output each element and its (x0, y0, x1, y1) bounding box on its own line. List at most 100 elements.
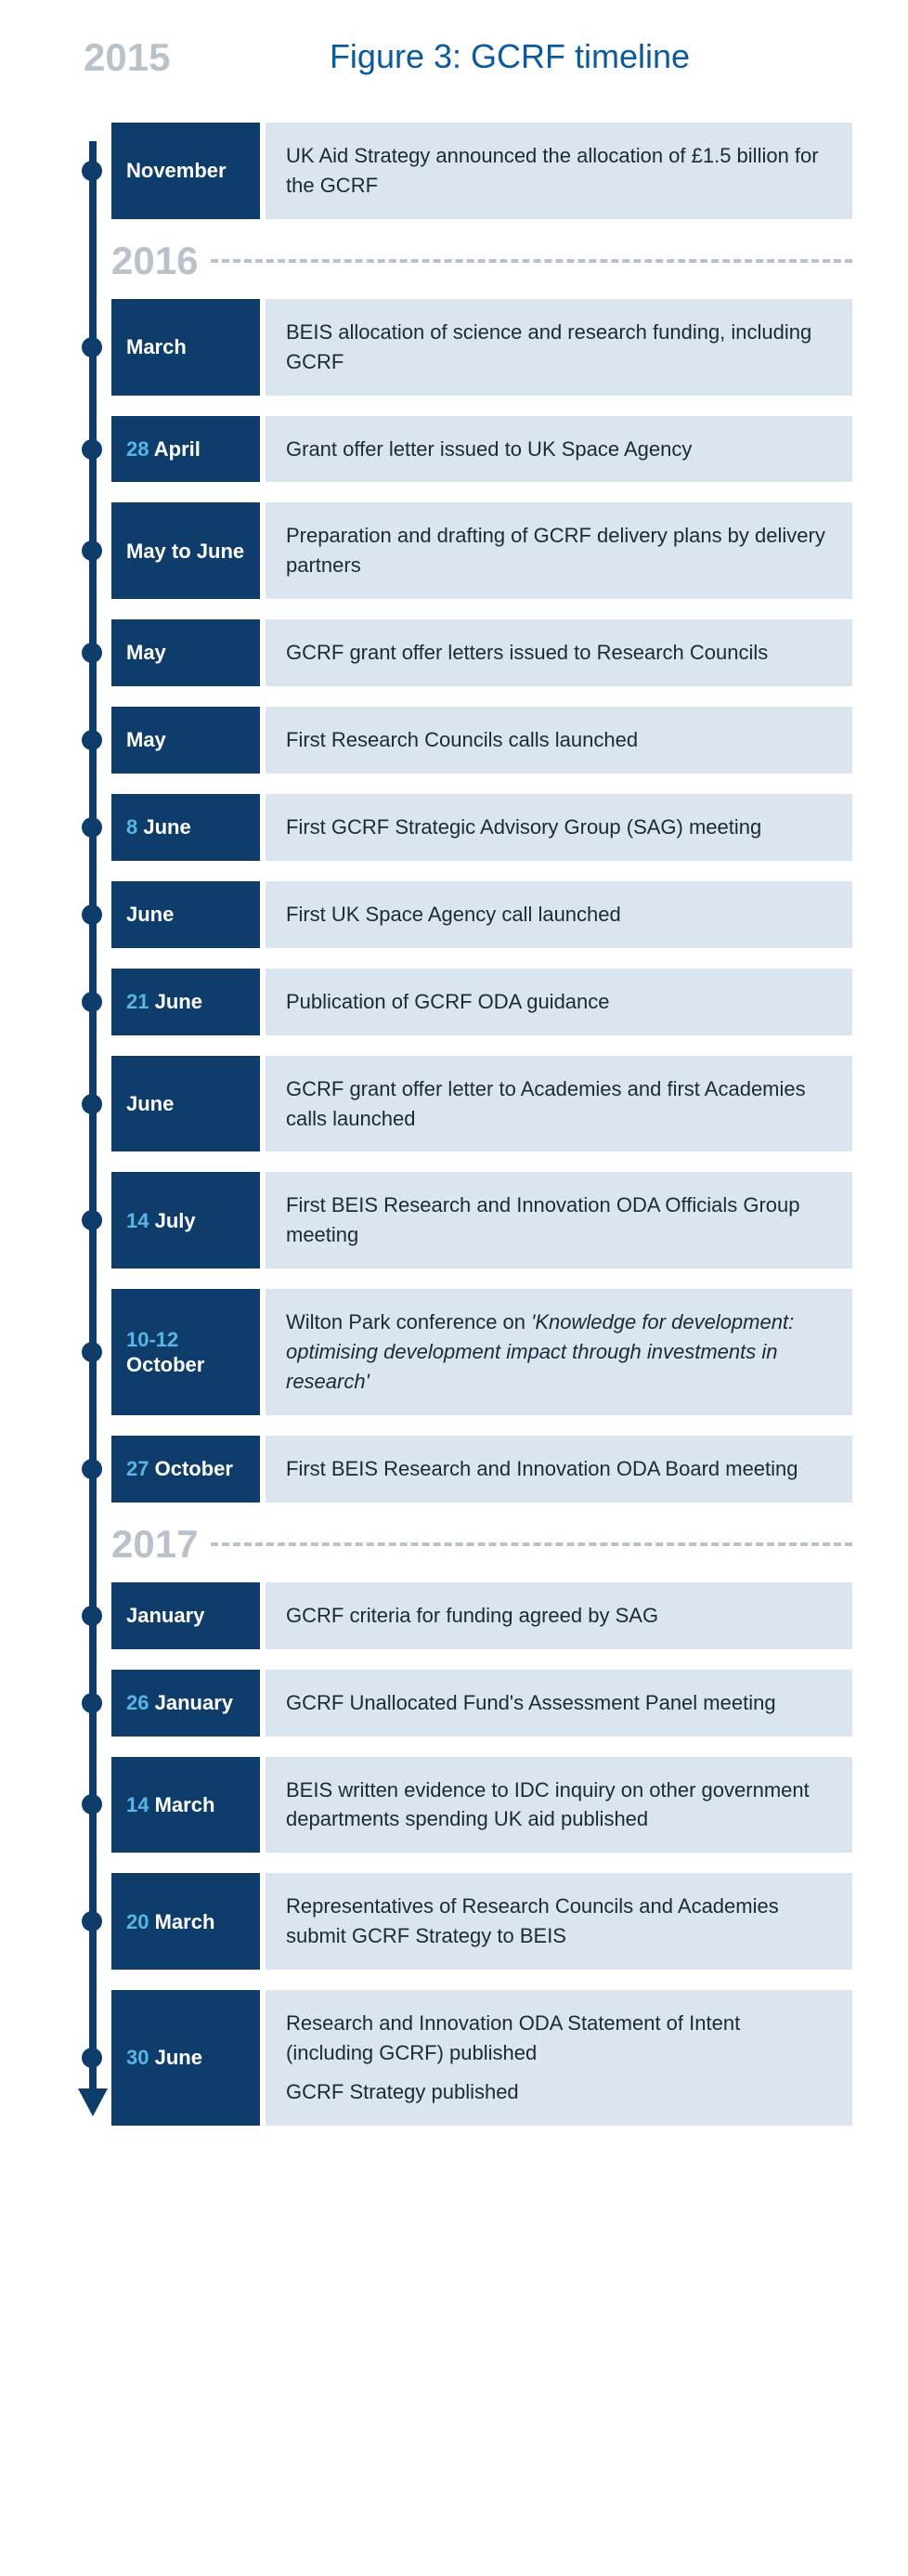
timeline-entry: 8 June First GCRF Strategic Advisory Gro… (74, 794, 852, 861)
desc-box: First UK Space Agency call launched (266, 881, 852, 948)
entry-desc: First BEIS Research and Innovation ODA B… (286, 1454, 832, 1484)
month-box: January (111, 1582, 260, 1649)
desc-box: Representatives of Research Councils and… (266, 1873, 852, 1970)
timeline-dot-icon (82, 1459, 102, 1479)
entry-desc: Wilton Park conference on 'Knowledge for… (286, 1308, 832, 1397)
entry-month: October (126, 1353, 204, 1376)
timeline-entry: November UK Aid Strategy announced the a… (74, 123, 852, 219)
timeline-entry: 26 January GCRF Unallocated Fund's Asses… (74, 1670, 852, 1737)
entry-month: January (126, 1604, 204, 1627)
entry-day: 10-12 (126, 1328, 178, 1351)
desc-box: First BEIS Research and Innovation ODA O… (266, 1172, 852, 1268)
entry-month: March (155, 1793, 215, 1816)
entry-day: 30 (126, 2046, 149, 2069)
timeline-entry: May First Research Councils calls launch… (74, 707, 852, 774)
entry-desc: Representatives of Research Councils and… (286, 1892, 832, 1951)
entry-month: May (126, 641, 166, 664)
timeline-entry: March BEIS allocation of science and res… (74, 299, 852, 396)
entry-desc: First UK Space Agency call launched (286, 900, 832, 930)
divider-dash-icon (211, 259, 852, 263)
entry-desc: Research and Innovation ODA Statement of… (286, 2009, 832, 2068)
entry-desc: GCRF grant offer letter to Academies and… (286, 1074, 832, 1134)
month-box: 28 April (111, 416, 260, 483)
entry-month: April (154, 437, 201, 461)
year-label: 2016 (111, 239, 211, 283)
year-label: 2017 (111, 1522, 211, 1567)
entry-day: 14 (126, 1793, 149, 1816)
month-box: November (111, 123, 260, 219)
entry-day: 27 (126, 1457, 149, 1480)
desc-box: Wilton Park conference on 'Knowledge for… (266, 1289, 852, 1415)
month-box: 14 July (111, 1172, 260, 1268)
entry-day: 8 (126, 815, 137, 839)
timeline-dot-icon (82, 2048, 102, 2068)
timeline-dot-icon (82, 1606, 102, 1626)
timeline-entry: 21 June Publication of GCRF ODA guidance (74, 969, 852, 1035)
timeline-entry: 10-12 October Wilton Park conference on … (74, 1289, 852, 1415)
timeline-entry: 28 April Grant offer letter issued to UK… (74, 416, 852, 483)
entry-desc: GCRF criteria for funding agreed by SAG (286, 1601, 832, 1631)
month-box: 30 June (111, 1990, 260, 2126)
timeline-dot-icon (82, 992, 102, 1012)
timeline-dot-icon (82, 817, 102, 838)
timeline-dot-icon (82, 1094, 102, 1114)
entry-month: March (155, 1910, 215, 1933)
timeline-entry: June First UK Space Agency call launched (74, 881, 852, 948)
timeline-dot-icon (82, 1794, 102, 1815)
entry-month: June (126, 903, 174, 926)
entry-month: October (155, 1457, 233, 1480)
timeline-entry: January GCRF criteria for funding agreed… (74, 1582, 852, 1649)
entry-desc: GCRF grant offer letters issued to Resea… (286, 638, 832, 668)
desc-box: Preparation and drafting of GCRF deliver… (266, 502, 852, 599)
timeline-dot-icon (82, 540, 102, 561)
entry-desc: First Research Councils calls launched (286, 725, 832, 755)
timeline-dot-icon (82, 730, 102, 750)
desc-box: GCRF Unallocated Fund's Assessment Panel… (266, 1670, 852, 1737)
month-box: 14 March (111, 1757, 260, 1854)
desc-box: Grant offer letter issued to UK Space Ag… (266, 416, 852, 483)
entry-desc: Grant offer letter issued to UK Space Ag… (286, 435, 832, 464)
desc-box: First Research Councils calls launched (266, 707, 852, 774)
timeline-entry: 27 October First BEIS Research and Innov… (74, 1436, 852, 1503)
entry-desc: GCRF Unallocated Fund's Assessment Panel… (286, 1688, 832, 1718)
timeline-dot-icon (82, 1911, 102, 1932)
month-box: May (111, 619, 260, 686)
entry-month: November (126, 159, 227, 182)
entry-day: 20 (126, 1910, 149, 1933)
timeline-dot-icon (82, 1342, 102, 1362)
entry-desc: First GCRF Strategic Advisory Group (SAG… (286, 813, 832, 842)
desc-box: Publication of GCRF ODA guidance (266, 969, 852, 1035)
timeline-entry: May GCRF grant offer letters issued to R… (74, 619, 852, 686)
divider-dash-icon (211, 1542, 852, 1546)
timeline-dot-icon (82, 439, 102, 460)
timeline-entry: May to June Preparation and drafting of … (74, 502, 852, 599)
month-box: 27 October (111, 1436, 260, 1503)
figure-title: Figure 3: GCRF timeline (167, 37, 852, 76)
entry-day: 14 (126, 1209, 149, 1232)
entry-month: March (126, 335, 187, 358)
desc-box: BEIS written evidence to IDC inquiry on … (266, 1757, 852, 1854)
year-divider-2016: 2016 (111, 240, 852, 282)
desc-box: Research and Innovation ODA Statement of… (266, 1990, 852, 2126)
month-box: 8 June (111, 794, 260, 861)
timeline-entry: 14 July First BEIS Research and Innovati… (74, 1172, 852, 1268)
desc-box: BEIS allocation of science and research … (266, 299, 852, 396)
timeline-dot-icon (82, 1693, 102, 1713)
timeline: November UK Aid Strategy announced the a… (56, 85, 852, 2126)
entry-month: June (155, 2046, 202, 2069)
timeline-entry: 30 June Research and Innovation ODA Stat… (74, 1990, 852, 2126)
entry-day: 21 (126, 990, 149, 1013)
year-divider-2017: 2017 (111, 1523, 852, 1566)
entry-month: January (155, 1691, 233, 1714)
entry-day: 26 (126, 1691, 149, 1714)
month-box: 20 March (111, 1873, 260, 1970)
desc-box: UK Aid Strategy announced the allocation… (266, 123, 852, 219)
entry-month: June (155, 990, 202, 1013)
timeline-dot-icon (82, 904, 102, 925)
timeline-entry: 14 March BEIS written evidence to IDC in… (74, 1757, 852, 1854)
entry-month: July (155, 1209, 196, 1232)
timeline-entry: 20 March Representatives of Research Cou… (74, 1873, 852, 1970)
entry-desc: First BEIS Research and Innovation ODA O… (286, 1190, 832, 1250)
entry-month: June (126, 1092, 174, 1115)
desc-box: GCRF criteria for funding agreed by SAG (266, 1582, 852, 1649)
